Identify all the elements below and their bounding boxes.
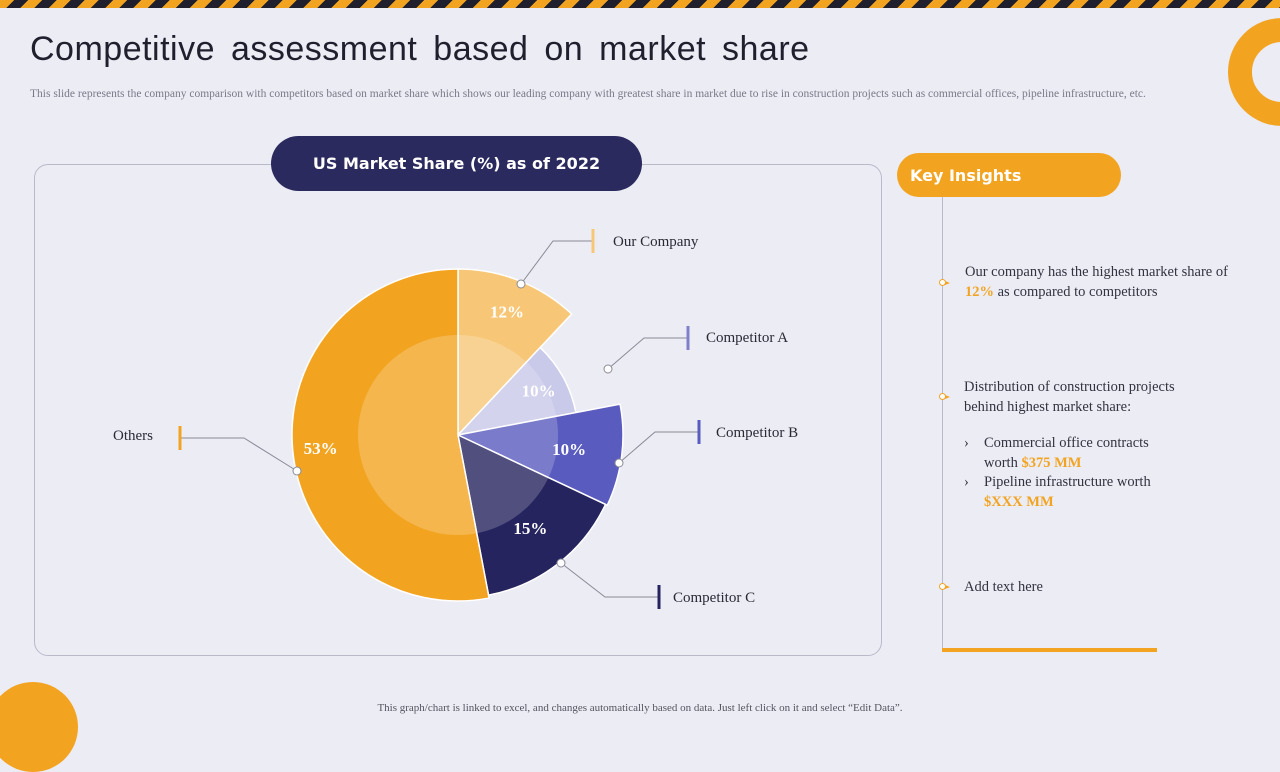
pie-inner-highlight [358, 335, 558, 535]
callout-dot [292, 466, 302, 476]
callout-dot [614, 458, 624, 468]
pie-slice-others[interactable] [291, 268, 490, 602]
insight-1-highlight: 12% [965, 284, 994, 300]
page-title: Competitive assessment based on market s… [30, 30, 810, 68]
data-label: 10% [552, 440, 586, 459]
callout-line [520, 240, 593, 285]
chart-title: US Market Share (%) as of 2022 [271, 136, 642, 191]
pie-slice-competitor-a[interactable] [455, 346, 577, 437]
insight-1-text-end: as compared to competitors [997, 284, 1158, 300]
insights-timeline [942, 197, 943, 651]
subitem-highlight: $XXX MM [984, 494, 1054, 510]
top-stripe-decoration [0, 0, 1280, 8]
footer-note: This graph/chart is linked to excel, and… [377, 702, 903, 714]
callout-line [560, 562, 659, 598]
insight-1-text: Our company has the highest market share… [965, 264, 1228, 280]
callout-line [607, 337, 688, 370]
subitem-highlight: $375 MM [1021, 455, 1082, 471]
insight-item-3: Add text here [964, 579, 1043, 595]
callout-line [180, 437, 298, 472]
insight-item-2: Distribution of construction projects be… [964, 377, 1204, 417]
legend-label: Our Company [613, 234, 699, 250]
page-subtitle: This slide represents the company compar… [30, 88, 1146, 100]
legend-label: Competitor C [673, 590, 755, 606]
insight-2-text: Distribution of construction projects be… [964, 379, 1175, 415]
insight-2-sublist: › Commercial office contracts worth $375… [964, 433, 1174, 512]
callout-dot [556, 558, 566, 568]
insight-bullet-icon [939, 393, 950, 400]
chevron-right-icon: › [964, 435, 969, 451]
subitem-text: Pipeline infrastructure worth [984, 474, 1151, 490]
insight-2-subitem: › Pipeline infrastructure worth $XXX MM [964, 472, 1174, 512]
insights-timeline-base [942, 648, 1157, 652]
callout-line [618, 431, 699, 464]
data-label: 53% [304, 439, 338, 458]
legend-label: Competitor B [716, 425, 798, 441]
insight-2-subitem: › Commercial office contracts worth $375… [964, 433, 1174, 473]
insight-bullet-icon [939, 583, 950, 590]
subitem-text: Commercial office contracts worth [984, 435, 1149, 471]
legend-label: Others [113, 428, 153, 444]
data-label: 10% [522, 382, 556, 401]
pie-chart[interactable]: 12% 10% 10% 15% 53% Our Company Competitor A Co… [0, 0, 1280, 720]
chevron-right-icon: › [964, 474, 969, 490]
insight-item-1: Our company has the highest market share… [965, 262, 1235, 302]
insight-bullet-icon [939, 279, 950, 286]
pie-slice-competitor-b[interactable] [455, 403, 624, 507]
legend-label: Competitor A [706, 330, 788, 346]
key-insights-heading: Key Insights [897, 153, 1121, 197]
data-label: 15% [513, 519, 547, 538]
callout-dot [516, 279, 526, 289]
data-label: 12% [490, 302, 524, 321]
callout-dot [603, 364, 613, 374]
